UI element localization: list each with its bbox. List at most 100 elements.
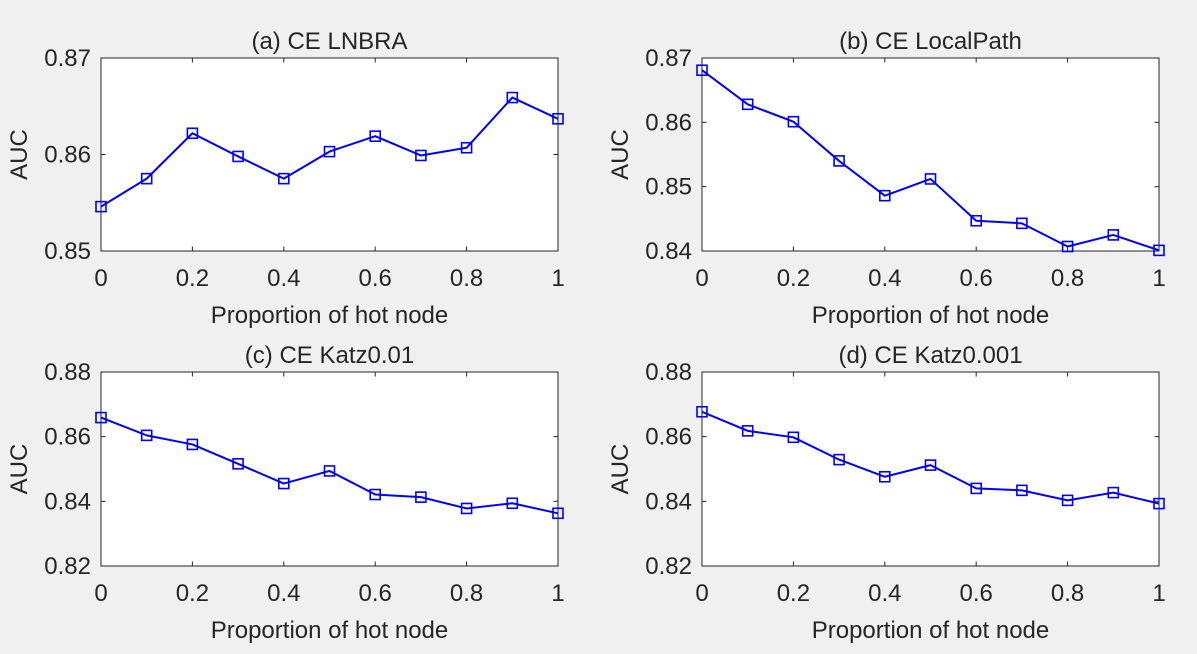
y-axis-label-b: AUC xyxy=(607,129,634,180)
x-tick-label: 1 xyxy=(1152,265,1165,292)
y-tick-label: 0.87 xyxy=(44,45,91,72)
x-tick-label: 0 xyxy=(695,580,708,607)
x-axis-label-a: Proportion of hot node xyxy=(211,302,449,329)
data-point-marker xyxy=(1016,217,1028,230)
x-axis-label-c: Proportion of hot node xyxy=(211,617,449,644)
x-tick-label: 0 xyxy=(695,265,708,292)
data-point-marker xyxy=(95,200,107,213)
data-point-marker xyxy=(552,507,564,520)
panel-b: 0 0.2 0.4 0.6 0.8 1 0.84 0.85 0.86 0.87 (b) CE Loc… xyxy=(607,28,1166,329)
x-tick-label: 0 xyxy=(94,580,107,607)
x-tick-label: 0.8 xyxy=(450,265,483,292)
x-tick-label: 0 xyxy=(94,265,107,292)
x-tick-label: 1 xyxy=(551,265,564,292)
x-tick-label: 0.6 xyxy=(960,580,993,607)
panel-d: 0 0.2 0.4 0.6 0.8 1 0.82 0.84 0.86 0.88 (d) CE Kat… xyxy=(607,342,1166,644)
x-tick-label: 0.2 xyxy=(777,580,810,607)
data-point-marker xyxy=(1107,486,1120,499)
data-point-marker xyxy=(970,214,983,227)
data-point-marker xyxy=(506,91,519,104)
data-point-marker xyxy=(741,98,754,111)
series-line-c xyxy=(100,416,559,515)
y-tick-label: 0.84 xyxy=(645,488,692,515)
data-point-marker xyxy=(232,458,244,470)
data-point-marker xyxy=(460,141,473,154)
x-axis-label-b: Proportion of hot node xyxy=(812,302,1050,329)
data-point-marker xyxy=(1061,240,1074,253)
y-tick-label: 0.88 xyxy=(645,359,692,386)
x-axis-label-d: Proportion of hot node xyxy=(812,617,1050,644)
y-tick-label: 0.82 xyxy=(645,553,692,580)
x-tick-label: 0.8 xyxy=(1051,265,1084,292)
series-line-a xyxy=(100,96,559,208)
x-tick-label: 0.2 xyxy=(176,265,209,292)
data-point-marker xyxy=(1153,497,1165,510)
x-tick-label: 0.6 xyxy=(960,265,993,292)
data-point-marker xyxy=(415,149,427,162)
data-point-marker xyxy=(277,172,290,185)
x-tick-label: 0.2 xyxy=(176,580,209,607)
x-tick-label: 0.4 xyxy=(267,265,300,292)
plot-area-a xyxy=(100,57,559,252)
y-tick-label: 0.85 xyxy=(645,174,692,201)
y-axis-label-d: AUC xyxy=(607,444,634,495)
data-point-marker xyxy=(1107,229,1120,241)
x-tick-label: 0.6 xyxy=(359,580,392,607)
data-point-marker xyxy=(277,477,290,490)
data-point-marker xyxy=(741,425,754,437)
data-point-marker xyxy=(506,497,519,510)
panel-title-b: (b) CE LocalPath xyxy=(839,28,1022,55)
data-point-marker xyxy=(323,465,336,477)
data-point-marker xyxy=(924,173,937,185)
data-point-marker xyxy=(95,411,107,424)
data-point-marker xyxy=(833,453,845,466)
data-point-marker xyxy=(924,459,937,471)
x-tick-label: 0.8 xyxy=(1051,580,1084,607)
y-tick-label: 0.86 xyxy=(44,142,91,169)
data-point-marker xyxy=(415,491,427,503)
x-tick-label: 1 xyxy=(1152,580,1165,607)
y-tick-label: 0.84 xyxy=(645,238,692,265)
plot-area-d xyxy=(701,371,1160,567)
data-point-marker xyxy=(369,488,382,501)
data-point-marker xyxy=(323,145,336,158)
data-point-marker xyxy=(369,130,382,142)
data-point-marker xyxy=(970,482,983,495)
y-tick-label: 0.85 xyxy=(44,238,91,265)
plot-area-b xyxy=(701,57,1160,252)
y-tick-label: 0.86 xyxy=(44,424,91,451)
y-tick-label: 0.87 xyxy=(645,45,692,72)
x-tick-label: 1 xyxy=(551,580,564,607)
y-tick-label: 0.86 xyxy=(645,109,692,136)
data-point-marker xyxy=(552,112,564,125)
panel-title-c: (c) CE Katz0.01 xyxy=(245,342,414,369)
data-point-marker xyxy=(833,155,845,167)
data-point-marker xyxy=(186,438,199,451)
data-point-marker xyxy=(232,150,244,163)
data-point-marker xyxy=(140,172,153,185)
y-axis-label-c: AUC xyxy=(6,444,33,495)
data-point-marker xyxy=(787,115,800,128)
y-tick-label: 0.84 xyxy=(44,488,91,515)
y-tick-label: 0.82 xyxy=(44,553,91,580)
data-point-marker xyxy=(186,127,199,140)
x-tick-label: 0.4 xyxy=(267,580,300,607)
panel-c: 0 0.2 0.4 0.6 0.8 1 0.82 0.84 0.86 0.88 (c) CE Kat… xyxy=(6,342,565,644)
series-line-b xyxy=(701,69,1160,252)
series-line-d xyxy=(701,410,1160,505)
data-point-marker xyxy=(696,405,708,418)
x-tick-label: 0.8 xyxy=(450,580,483,607)
x-tick-label: 0.4 xyxy=(868,580,901,607)
plot-area-c xyxy=(100,371,559,567)
y-tick-label: 0.88 xyxy=(44,359,91,386)
panel-a: 0 0.2 0.4 0.6 0.8 1 0.85 0.86 0.87 (a) CE LNBRA Pr… xyxy=(6,28,565,329)
y-axis-label-a: AUC xyxy=(6,129,33,180)
x-tick-label: 0.6 xyxy=(359,265,392,292)
data-point-marker xyxy=(1016,484,1028,497)
panel-title-d: (d) CE Katz0.001 xyxy=(838,342,1022,369)
data-point-marker xyxy=(1153,244,1165,257)
data-point-marker xyxy=(1061,494,1074,507)
data-point-marker xyxy=(140,429,153,442)
